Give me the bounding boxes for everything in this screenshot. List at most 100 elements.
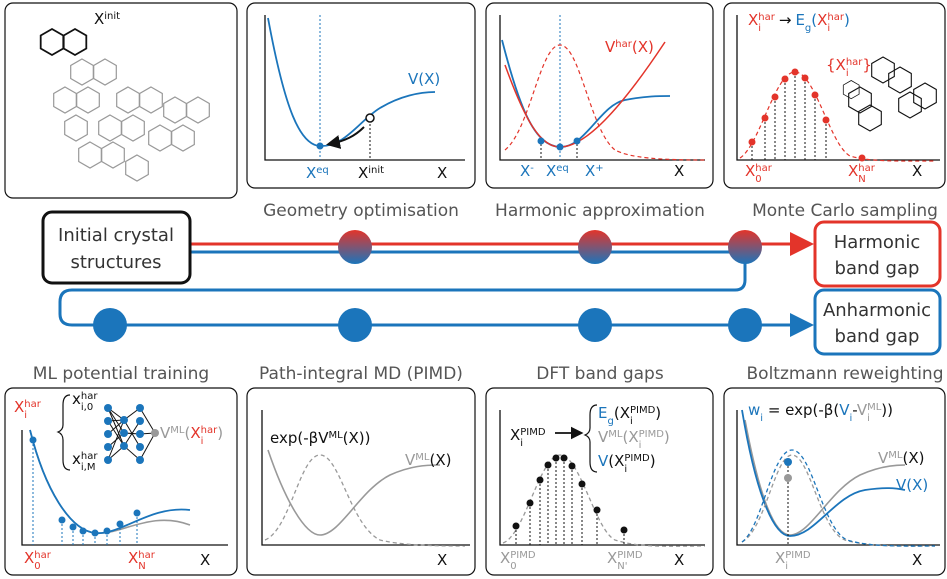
text-part: ML xyxy=(328,430,343,441)
box-label: structures xyxy=(70,252,161,273)
text-part: 0 xyxy=(34,561,40,572)
text-part: har xyxy=(24,399,41,410)
text-part: i xyxy=(24,410,27,421)
text-part: ) xyxy=(650,452,656,470)
text-part: → xyxy=(779,11,792,29)
text-part: X xyxy=(817,11,827,29)
text-part: X xyxy=(546,162,556,180)
text-part: ML xyxy=(867,402,882,413)
text-part: X xyxy=(500,549,510,567)
text-part: i,0 xyxy=(81,402,93,413)
axis-label: X xyxy=(674,551,684,569)
caption: Boltzmann reweighting xyxy=(747,364,944,384)
panel-geometry: V(X) Xeq Xinit X Geometry optimisation xyxy=(247,3,475,221)
text-part: exp(-β xyxy=(270,429,318,447)
text-part: PIMD xyxy=(630,405,656,416)
text-part: - xyxy=(530,163,534,174)
text-part: i xyxy=(758,23,761,34)
caption: ML potential training xyxy=(33,364,209,384)
text-part: X xyxy=(748,11,758,29)
text-part: har xyxy=(758,12,775,23)
text-part: init xyxy=(104,11,120,22)
text-part: x xyxy=(72,390,81,408)
text-part: ML xyxy=(888,450,903,461)
panel-dft: DFT band gaps XiPIMD Eg(XiPIMD) VML(XiPI… xyxy=(486,364,713,575)
text-part: N' xyxy=(617,561,627,572)
text-part: X xyxy=(585,162,595,180)
text-part: i xyxy=(520,438,523,449)
text-part: init xyxy=(368,165,384,176)
box-label: band gap xyxy=(835,258,920,279)
text-part: eq xyxy=(556,163,569,174)
caption: Path-integral MD (PIMD) xyxy=(259,364,463,384)
text-part: PIMD xyxy=(624,453,650,464)
panel-boltzmann: Boltzmann reweighting wi = exp(-β(Vi-ViM… xyxy=(724,364,945,575)
text-part: X xyxy=(358,164,368,182)
caption: Harmonic approximation xyxy=(495,201,705,221)
diagram: Xinit V(X) Xeq Xinit X Geometry optimisa… xyxy=(0,0,947,579)
text-part: X xyxy=(94,10,104,28)
text-part: N xyxy=(138,561,145,572)
text-part: X xyxy=(128,549,138,567)
text-part: ) xyxy=(217,424,223,442)
text-part: {X xyxy=(826,56,846,74)
text-part: ML xyxy=(608,429,623,440)
text-part: i xyxy=(785,561,788,572)
box-label: band gap xyxy=(835,326,920,347)
label: V(X) xyxy=(896,476,928,494)
text-part: X xyxy=(190,424,200,442)
text-part: har xyxy=(846,57,863,68)
text-part: har xyxy=(201,425,218,436)
text-part: (X) xyxy=(429,451,451,469)
panel-ml: ML potential training Xihar xi,0har xi,M… xyxy=(5,364,237,575)
text-part: har xyxy=(827,12,844,23)
text-part: ML xyxy=(415,452,430,463)
text-part: X xyxy=(510,426,520,444)
text-part: N xyxy=(858,174,865,185)
text-part: (X xyxy=(614,404,630,422)
text-part: X xyxy=(520,162,530,180)
text-part: (X xyxy=(608,452,624,470)
text-part: ) xyxy=(664,428,670,446)
text-part: X xyxy=(24,549,34,567)
text-part: PIMD xyxy=(617,550,643,561)
text-part: i xyxy=(624,464,627,475)
axis-label: X xyxy=(912,551,922,569)
text-part: (X) xyxy=(632,38,654,56)
text-part: i xyxy=(630,416,633,427)
text-part: ML xyxy=(170,425,185,436)
text-part: 0 xyxy=(755,174,761,185)
text-part: X xyxy=(775,549,785,567)
panel-harmonic: Vhar(X) X- Xeq X+ X Harmonic approximati… xyxy=(486,3,713,221)
text-part: PIMD xyxy=(510,550,536,561)
text-part: i xyxy=(867,413,870,424)
text-part: har xyxy=(34,550,51,561)
text-part: ) xyxy=(844,11,850,29)
text-part: har xyxy=(138,550,155,561)
text-part: i xyxy=(639,440,642,451)
text-part: } xyxy=(862,56,872,74)
text-part: )) xyxy=(881,401,893,419)
axis-label: X xyxy=(674,162,684,180)
text-part: har xyxy=(858,163,875,174)
caption: DFT band gaps xyxy=(536,364,664,384)
text-part: i xyxy=(827,23,830,34)
box-label: Initial crystal xyxy=(58,225,174,246)
text-part: har xyxy=(755,163,772,174)
axis-label: X xyxy=(437,164,447,182)
flow: Initial crystal structures Harmonic band… xyxy=(43,212,940,354)
label: exp(-βVML(X)) xyxy=(270,429,371,447)
axis-label: X xyxy=(437,551,447,569)
text-part: har xyxy=(81,391,98,402)
text-part: X xyxy=(745,162,755,180)
text-part: PIMD xyxy=(520,427,546,438)
text-part: X xyxy=(14,398,24,416)
text-part: x xyxy=(72,450,81,468)
text-part: i,M xyxy=(81,462,96,473)
panel-monte-carlo: Xihar→Eg(Xihar) {Xihar} X0har XNhar X Mo… xyxy=(724,3,945,221)
text-part: har xyxy=(615,39,632,50)
panel-pimd: Path-integral MD (PIMD) exp(-βVML(X)) VM… xyxy=(247,364,475,575)
text-part: (X) xyxy=(902,449,924,467)
text-part: PIMD xyxy=(785,550,811,561)
text-part: i xyxy=(846,68,849,79)
